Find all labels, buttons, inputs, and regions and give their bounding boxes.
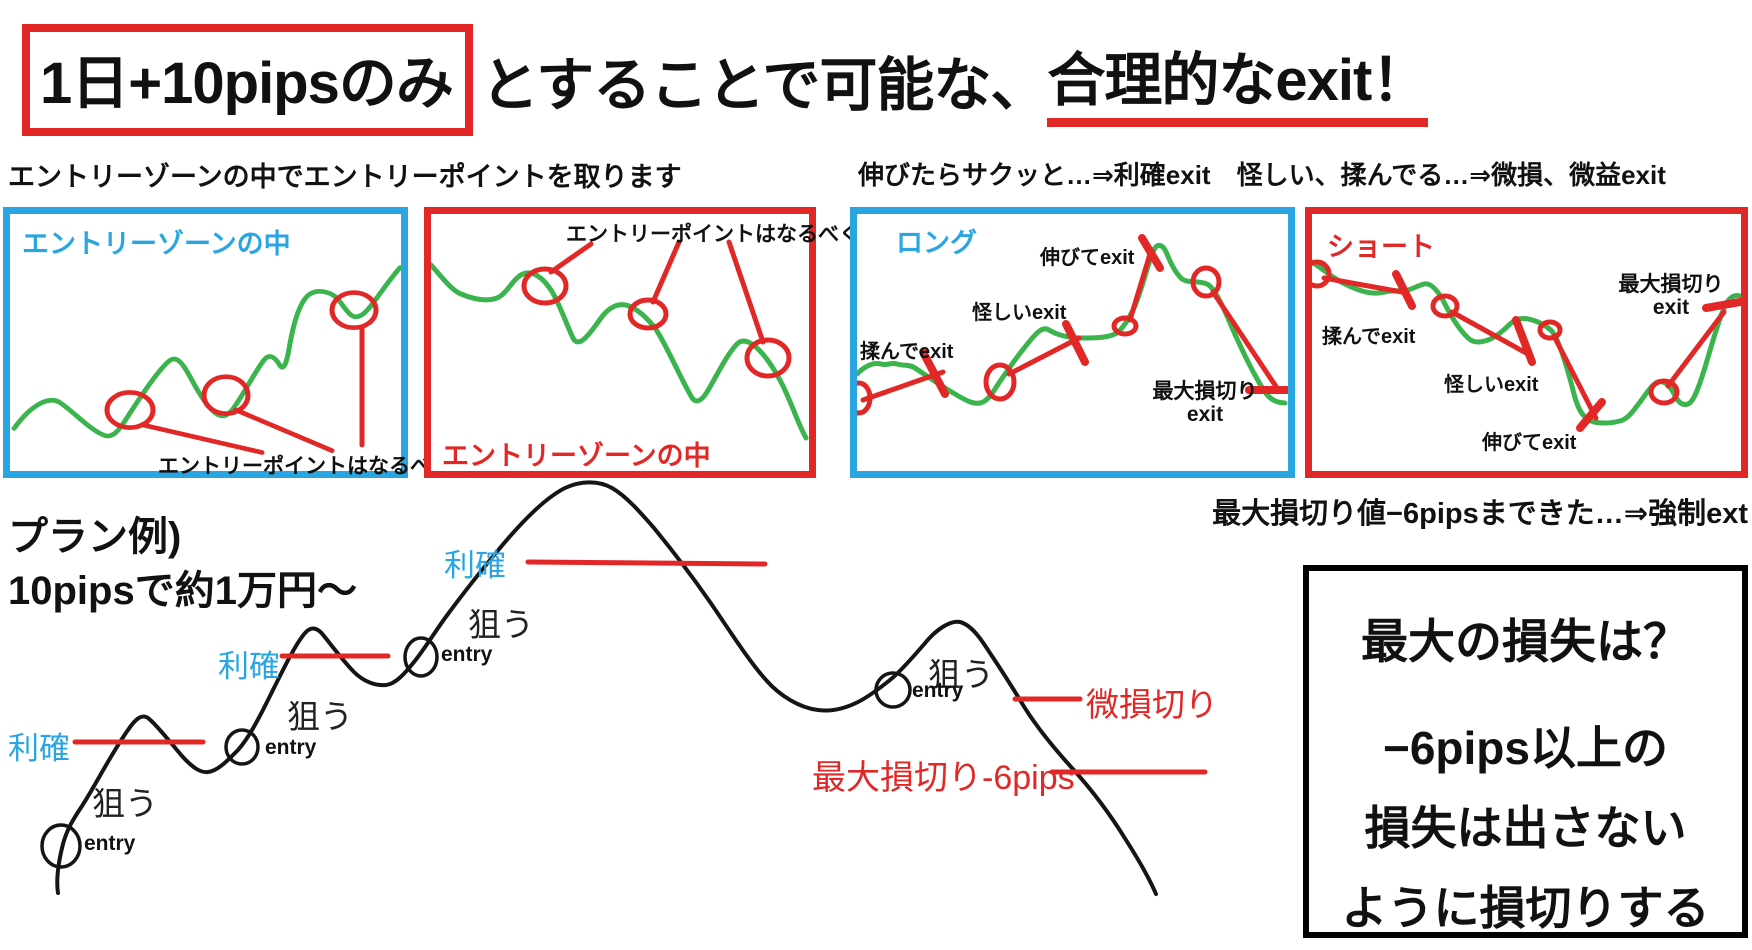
entry-label: entry (265, 736, 317, 759)
entry-point-circle (1648, 378, 1680, 406)
exit-tick (919, 348, 949, 398)
entry-circle (224, 728, 260, 766)
plan-heading-line1: プラン例) (8, 515, 182, 559)
page-title: 1日+10pipsのみ とすることで可能な、 合理的なexit！ (22, 24, 1429, 136)
title-rest: とすることで可能な、 合理的なexit！ (473, 24, 1429, 136)
trend-line (1210, 289, 1280, 391)
plan-heading: プラン例) 10pipsで約1万円〜 (8, 510, 357, 618)
entry-label: entry (441, 643, 493, 666)
max-stop-label: 最大損切り-6pips (812, 759, 1075, 797)
title-underlined-text: 合理的なexit！ (1047, 33, 1429, 127)
summary-line2: −6pips以上の (1382, 722, 1668, 774)
panel-short-exits-canvas (1312, 259, 1741, 432)
trend-line (860, 369, 946, 403)
take-profit-label: 利確 (444, 548, 506, 583)
panel-long-label: ロング (896, 228, 977, 258)
entry-point-circle (1111, 315, 1139, 337)
small-stop-label: 微損切り (1086, 686, 1218, 723)
max-loss-dash (1702, 298, 1741, 312)
panel-entry-zone-high-canvas (431, 239, 809, 441)
summary-line1: 最大の損失は？ (1361, 615, 1690, 668)
pointer-line (726, 239, 766, 345)
aim-label: 狙う (928, 656, 994, 693)
panel-short-label: ショート (1327, 232, 1435, 262)
long-max-loss-line1: 最大損切り (1152, 380, 1258, 403)
entry-point-circle (627, 297, 669, 331)
entry-section-header: エントリーゾーンの中でエントリーポイントを取ります (8, 162, 682, 192)
entry-point-circle (329, 290, 379, 331)
title-plain-text: とすることで可能な、 (480, 53, 1049, 118)
short-momi-exit-label: 揉んでexit (1322, 326, 1416, 348)
panel-zone-low-note: エントリーポイントはなるべく下 (158, 455, 473, 478)
trend-line (1006, 335, 1082, 377)
entry-point-circle (744, 337, 792, 379)
entry-point-circle (1537, 319, 1563, 341)
long-max-loss-line2: exit (1186, 403, 1224, 426)
entry-point-circle (983, 362, 1017, 402)
exit-tick (1062, 320, 1089, 366)
aim-label: 狙う (287, 698, 353, 735)
long-momi-exit-label: 揉んでexit (860, 341, 954, 363)
panel-short-exits (1305, 207, 1748, 478)
take-profit-line (525, 559, 768, 567)
panel-zone-high-label: エントリーゾーンの中 (442, 441, 711, 471)
entry-point-circle (1312, 259, 1332, 289)
summary-line4: ように損切りする (1341, 882, 1710, 934)
trend-line (1127, 251, 1153, 323)
price-curve (11, 265, 401, 439)
pointer-line (548, 241, 594, 275)
plan-heading-line2: 10pipsで約1万円〜 (8, 569, 357, 613)
exit-tick (1392, 270, 1416, 310)
entry-circle (874, 671, 912, 709)
trend-line (1321, 275, 1405, 295)
pointer-line (650, 239, 682, 305)
entry-label: entry (84, 832, 136, 855)
take-profit-label: 利確 (8, 731, 70, 766)
long-nobite-exit-label: 伸びてexit (1040, 247, 1135, 269)
short-nobite-exit-label: 伸びてexit (1482, 432, 1577, 454)
entry-point-circle (857, 380, 873, 416)
pointer-line (233, 407, 335, 453)
short-ayashii-exit-label: 怪しいexit (1444, 374, 1539, 396)
trend-line (1551, 333, 1599, 421)
take-profit-label: 利確 (218, 649, 280, 684)
max-loss-summary-box: 最大の損失は？ −6pips以上の 損失は出さない ように損切りする (1303, 565, 1748, 938)
short-max-loss-exit-label: 最大損切り exit (1616, 273, 1726, 319)
entry-label: entry (912, 679, 964, 702)
trend-line (1449, 309, 1531, 357)
panel-zone-low-label: エントリーゾーンの中 (22, 229, 291, 259)
title-boxed-text: 1日+10pipsのみ (40, 51, 454, 116)
panel-entry-zone-low-canvas (11, 265, 401, 455)
exit-tick (1138, 234, 1164, 272)
pointer-line (139, 422, 265, 455)
panel-entry-zone-high (424, 207, 816, 478)
force-exit-note: 最大損切り値−6pipsまできた…⇒強制ext (1212, 498, 1748, 530)
summary-line3: 損失は出さない (1364, 802, 1687, 854)
panel-long-exits-canvas (857, 234, 1288, 416)
title-red-box: 1日+10pipsのみ (22, 24, 473, 136)
short-max-loss-line1: 最大損切り (1618, 273, 1724, 296)
entry-point-circle (1430, 293, 1460, 319)
panel-entry-zone-low (3, 207, 408, 478)
aim-label: 狙う (92, 785, 158, 822)
long-ayashii-exit-label: 怪しいexit (972, 302, 1067, 324)
short-max-loss-line2: exit (1652, 296, 1690, 319)
aim-label: 狙う (468, 606, 534, 643)
trend-line (1665, 309, 1727, 389)
exit-tick (1512, 316, 1536, 366)
entry-point-circle (521, 266, 569, 306)
long-max-loss-exit-label: 最大損切り exit (1150, 380, 1260, 426)
panel-zone-high-note: エントリーポイントはなるべく上 (566, 223, 881, 246)
entry-circle (40, 823, 82, 869)
entry-point-circle (104, 390, 156, 430)
plan-chart-canvas (40, 480, 1208, 896)
exit-tick (1576, 398, 1606, 432)
entry-point-circle (1190, 265, 1222, 299)
panel-long-exits (850, 207, 1295, 478)
plan-price-curve (55, 480, 1158, 896)
entry-point-circle (201, 374, 251, 416)
entry-circle (403, 636, 439, 678)
exit-section-header: 伸びたらサクッと…⇒利確exit 怪しい、揉んでる…⇒微損、微益exit (858, 160, 1666, 190)
